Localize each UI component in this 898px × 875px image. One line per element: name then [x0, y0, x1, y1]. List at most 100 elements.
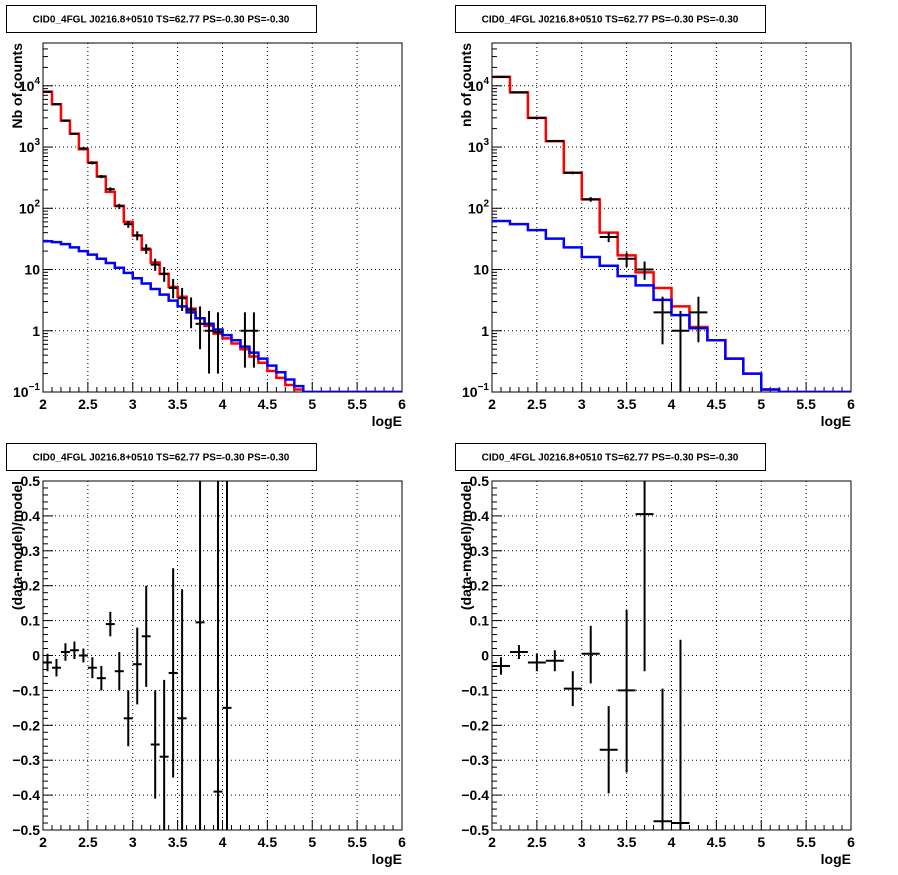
x-tick-label: 3.5 — [617, 834, 637, 850]
x-axis-title: logE — [821, 851, 851, 867]
data-point — [653, 296, 672, 345]
data-point — [123, 220, 133, 228]
y-tick-label: 103 — [19, 137, 41, 155]
y-tick-label: 10 — [473, 262, 489, 278]
plot-panel-2: CID0_4FGL J0216.8+0510 TS=62.77 PS=-0.30… — [455, 5, 855, 429]
y-tick-label: −0.1 — [12, 682, 40, 698]
data-point — [78, 648, 88, 663]
x-ticks — [42, 382, 403, 392]
data-point — [581, 625, 600, 684]
x-tick-label: 3.5 — [168, 834, 188, 850]
plot-title: CID0_4FGL J0216.8+0510 TS=62.77 PS=-0.30… — [33, 453, 290, 464]
x-tick-label: 5.5 — [796, 396, 816, 412]
x-tick-label: 6 — [847, 396, 855, 412]
data-point — [635, 481, 654, 672]
data-point — [213, 481, 223, 830]
x-ticks — [42, 820, 403, 830]
y-tick-exponent: −1 — [29, 382, 41, 393]
x-tick-label: 2.5 — [527, 834, 547, 850]
y-tick-exponent: 2 — [34, 198, 40, 209]
y-tick-label: 0.3 — [21, 543, 41, 559]
data-point — [43, 90, 52, 93]
y-tick-label: −0.4 — [12, 787, 40, 803]
data-point — [509, 91, 528, 94]
y-tick-label: 0.4 — [470, 508, 490, 524]
y-tick-label: 0.4 — [21, 508, 41, 524]
y-tick-exponent: 3 — [34, 137, 40, 148]
data-point — [635, 261, 654, 280]
data-point — [69, 641, 79, 659]
histogram-line-blue — [492, 219, 851, 392]
data-point — [168, 568, 178, 778]
x-tick-label: 6 — [398, 834, 406, 850]
x-tick-label: 2 — [39, 396, 47, 412]
grid — [492, 43, 851, 392]
y-axis-title: nb of counts — [458, 43, 474, 127]
data-point — [87, 657, 97, 679]
data-points — [492, 75, 708, 392]
y-tick-label: 0.5 — [21, 473, 41, 489]
data-point — [195, 481, 205, 830]
data-point — [492, 75, 510, 78]
data-point — [563, 671, 582, 707]
x-ticks — [491, 382, 852, 392]
y-tick-label: 0 — [32, 648, 40, 664]
y-tick-label: −0.2 — [461, 717, 489, 733]
data-point — [141, 244, 151, 254]
data-point — [141, 585, 151, 687]
plot-title: CID0_4FGL J0216.8+0510 TS=62.77 PS=-0.30… — [33, 15, 290, 26]
y-tick-exponent: 3 — [483, 137, 489, 148]
x-tick-label: 3 — [578, 396, 586, 412]
data-point — [492, 657, 510, 675]
data-point — [509, 645, 528, 659]
y-tick-exponent: 2 — [483, 198, 489, 209]
y-axis-title: Nb of counts — [9, 43, 25, 129]
y-ticks — [43, 42, 53, 393]
y-tick-label: 102 — [19, 198, 41, 216]
x-tick-label: 2.5 — [78, 834, 98, 850]
y-tick-label: 0.1 — [470, 613, 490, 629]
data-point — [527, 653, 546, 672]
y-tick-label: 10−1 — [13, 382, 40, 400]
x-tick-label: 5 — [308, 834, 316, 850]
x-tick-label: 5.5 — [796, 834, 816, 850]
title-box — [6, 443, 317, 471]
data-point — [150, 258, 160, 271]
x-axis-title: logE — [372, 413, 402, 429]
data-point — [114, 652, 124, 691]
data-point — [114, 203, 124, 210]
data-layer — [492, 75, 851, 392]
data-point — [123, 690, 133, 747]
data-point — [132, 627, 142, 705]
data-point — [87, 161, 97, 165]
x-tick-label: 5 — [308, 396, 316, 412]
x-tick-label: 3.5 — [617, 396, 637, 412]
y-ticks — [492, 480, 502, 831]
x-tick-label: 3 — [578, 834, 586, 850]
title-box — [455, 5, 766, 33]
x-tick-label: 2.5 — [78, 396, 98, 412]
x-tick-label: 6 — [398, 396, 406, 412]
data-point — [195, 306, 205, 350]
data-layer — [43, 481, 232, 830]
x-tick-label: 5 — [757, 396, 765, 412]
plot-panel-4: CID0_4FGL J0216.8+0510 TS=62.77 PS=-0.30… — [455, 443, 855, 867]
x-tick-label: 3 — [129, 834, 137, 850]
data-point — [204, 311, 214, 374]
data-points — [492, 481, 690, 830]
data-point — [105, 611, 115, 637]
x-tick-label: 4.5 — [258, 834, 278, 850]
y-tick-label: 103 — [468, 137, 490, 155]
data-point — [653, 688, 672, 830]
x-tick-label: 2 — [39, 834, 47, 850]
plot-title: CID0_4FGL J0216.8+0510 TS=62.77 PS=-0.30… — [482, 15, 739, 26]
y-ticks — [492, 42, 502, 393]
data-layer — [492, 481, 690, 830]
y-tick-label: −0.3 — [12, 752, 40, 768]
title-box — [6, 5, 317, 33]
y-axis-title: (data-model)/model — [9, 481, 25, 610]
x-tick-label: 2 — [488, 834, 496, 850]
data-point — [545, 650, 564, 672]
data-point — [177, 589, 187, 830]
